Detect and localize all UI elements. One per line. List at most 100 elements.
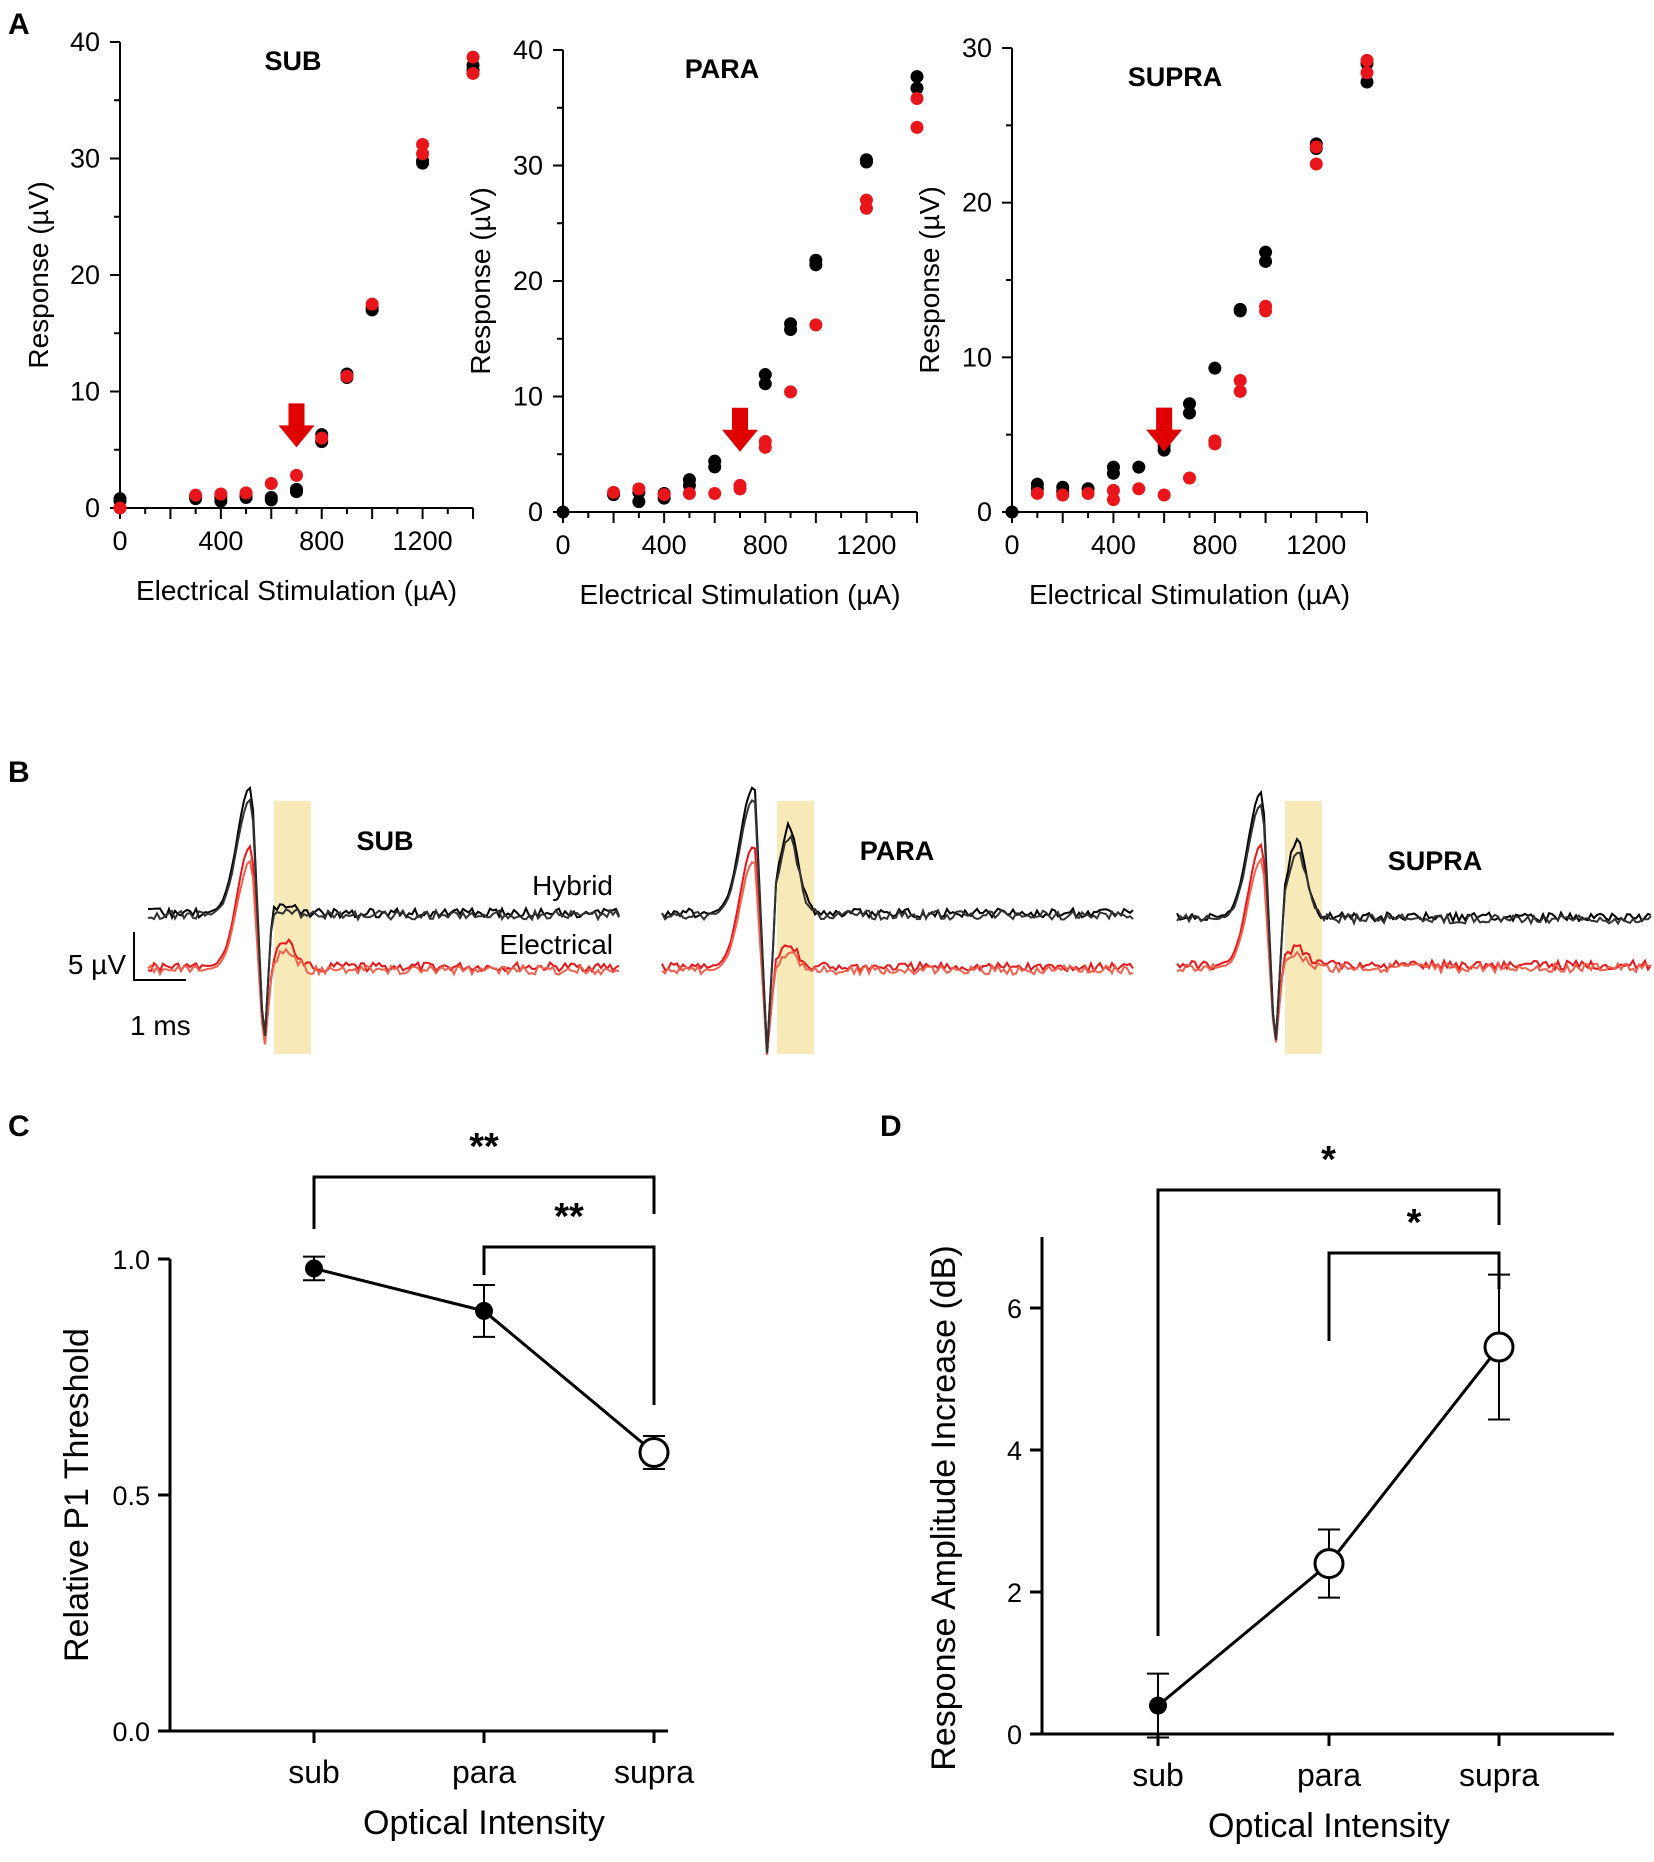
data-point-electrical [910,120,924,134]
x-tick-label-sub: 400 [198,526,243,556]
data-point-hybrid [809,258,823,272]
optical-window-sub [274,801,311,1054]
x-axis-label-sub: Electrical Stimulation (µA) [136,575,457,606]
panel-letter-a: A [8,8,30,41]
x-axis-label-para: Electrical Stimulation (µA) [579,579,900,610]
x-tick-label-supra: 400 [1091,530,1136,560]
data-point-hybrid [1259,245,1273,259]
data-point-electrical [189,488,203,502]
y-tick-label-supra: 20 [962,188,992,218]
data-point-supra [638,1437,670,1469]
data-point-electrical [416,147,430,161]
significance-bracket [482,1245,656,1405]
optical-window-supra [1285,801,1322,1054]
scale-bar-y-label: 5 µV [68,949,126,980]
x-tick-label-supra: 800 [1192,530,1237,560]
plot-title-sub: SUB [264,46,321,76]
x-tick-label-para: 0 [555,530,570,560]
category-label-sub: sub [288,1754,340,1790]
y-axis-label-c: Relative P1 Threshold [58,1328,96,1662]
x-tick-label-sub: 1200 [393,526,453,556]
x-axis-label-c: Optical Intensity [363,1804,605,1842]
category-label-para: para [452,1754,516,1790]
data-point-electrical [466,66,480,80]
y-tick-label-supra: 30 [962,33,992,63]
hybrid-trace-supra [1176,789,1652,1040]
y-tick-label-sub: 0 [85,493,100,523]
data-point-electrical [910,92,924,106]
data-point-hybrid [859,155,873,169]
data-point-hybrid [416,156,430,170]
hybrid-trace-sub [147,797,620,1036]
y-tick-label-sub: 20 [70,260,100,290]
data-point-hybrid [632,495,646,509]
data-point-electrical [607,485,621,499]
electrical-trace-supra [1176,842,1652,1043]
y-tick-label-sub: 30 [70,144,100,174]
data-point-electrical [466,50,480,64]
x-tick-label-para: 1200 [836,530,896,560]
data-point-hybrid [910,81,924,95]
significance-bracket [312,1175,656,1229]
category-label-supra: supra [1459,1757,1539,1793]
x-tick-label-para: 400 [642,530,687,560]
electrical-trace-supra [1176,856,1652,1043]
scatter-panel-supra: 0 400 800 1200 0 10 20 30 SUPRA Electrical Stimul… [914,33,1374,610]
data-point-sub [1149,1696,1167,1715]
data-point-hybrid [1208,361,1222,375]
data-point-sub [305,1259,323,1278]
data-point-electrical [1309,140,1323,154]
scale-bar [133,932,186,981]
category-label-sub: sub [1132,1757,1184,1793]
scale-bar-x-label: 1 ms [130,1010,191,1041]
data-point-electrical [809,318,823,332]
y-tick-label-c: 0.5 [112,1481,150,1511]
hybrid-trace-para [661,799,1134,1054]
significance-bracket [1156,1188,1501,1636]
data-point-supra [1483,1331,1515,1363]
panel-letter-d: D [880,1110,902,1143]
x-tick-label-para: 800 [743,530,788,560]
optical-window-para [777,801,814,1054]
data-point-electrical [1157,488,1171,502]
data-point-electrical [657,488,671,502]
data-point-electrical [340,369,354,383]
plot-title-supra: SUPRA [1128,62,1223,92]
legend-electrical: Electrical [499,929,613,960]
data-point-hybrid [1183,397,1196,411]
trace-title-supra: SUPRA [1388,846,1483,876]
data-point-electrical [290,468,303,482]
trace-title-para: PARA [860,836,935,866]
hybrid-trace-supra [1176,802,1652,1040]
data-point-electrical [1233,374,1247,388]
y-tick-label-d: 2 [1007,1578,1022,1608]
category-label-para: para [1297,1757,1361,1793]
significance-label: * [1321,1139,1336,1181]
threshold-arrow-icon [278,403,315,448]
y-axis-label-d: Response Amplitude Increase (dB) [925,1245,963,1770]
trace-title-sub: SUB [356,826,413,856]
data-point-hybrid [1360,75,1374,89]
data-point-electrical [264,477,278,491]
y-tick-label-para: 40 [513,35,543,65]
data-point-hybrid [784,323,798,337]
y-tick-label-supra: 10 [962,342,992,372]
significance-label: ** [469,1126,499,1168]
data-point-hybrid [1259,254,1273,268]
significance-bracket [1327,1251,1501,1341]
y-tick-label-d: 4 [1007,1436,1022,1466]
x-tick-label-supra: 0 [1004,530,1019,560]
data-point-electrical [1360,66,1374,80]
threshold-arrow-icon [722,407,758,452]
data-point-electrical [214,487,228,501]
data-point-para [1313,1548,1345,1580]
electrical-trace-para [661,860,1134,1056]
y-tick-label-c: 1.0 [112,1245,150,1275]
data-point-electrical [682,487,696,501]
y-tick-label-supra: 0 [977,497,992,527]
data-point-electrical [1233,384,1247,398]
y-tick-label-sub: 40 [70,27,100,57]
y-tick-label-para: 30 [513,151,543,181]
significance-label: * [1407,1202,1422,1244]
